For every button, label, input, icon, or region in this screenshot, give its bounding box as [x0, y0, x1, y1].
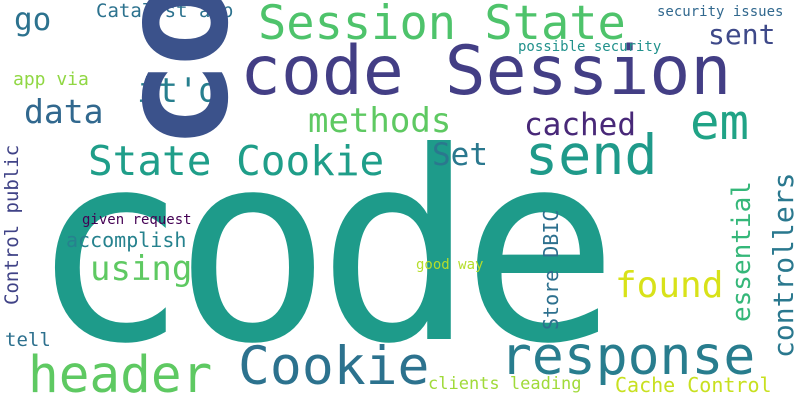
word-accomplish: accomplish [66, 228, 187, 252]
word-using: using [90, 249, 193, 289]
word-store-dbic: Store DBIC [539, 209, 563, 330]
word-security-issues: security issues [657, 4, 784, 20]
word-cache-control: Cache Control [615, 373, 772, 397]
word-state-cookie: State Cookie [88, 137, 385, 185]
word-controllers: controllers [767, 172, 800, 358]
word-good-way: good way [416, 257, 484, 273]
word-header: header [28, 346, 213, 400]
word-clients-leading: clients leading [428, 374, 582, 394]
word-given-request: given request [82, 212, 192, 228]
word-response: response [500, 326, 756, 387]
word-go: go [14, 2, 52, 38]
word-code-rotated: code [88, 0, 262, 150]
word-control-public: Control public [1, 144, 23, 305]
word-tell: tell [5, 329, 51, 351]
word-em: em [690, 94, 750, 151]
word-session-state: Session State [258, 0, 626, 51]
word-methods: methods [308, 101, 452, 141]
word-cookie: Cookie [238, 336, 430, 397]
word-set: Set [432, 137, 488, 173]
word-send: send [525, 123, 658, 187]
word-sent: sent [708, 18, 776, 51]
word-catalyst-app: Catalyst app [96, 0, 234, 22]
word-essential: essential [727, 181, 757, 322]
word-code-large: code [30, 96, 619, 400]
word-possible-security: possible security [518, 39, 662, 55]
word-app-via: app via [13, 69, 89, 90]
word-found: found [615, 265, 724, 306]
word-cached: cached [524, 107, 636, 143]
word-data: data [24, 92, 104, 131]
word-itd: it'd [137, 71, 219, 111]
word-code-session: code Session [240, 32, 732, 111]
